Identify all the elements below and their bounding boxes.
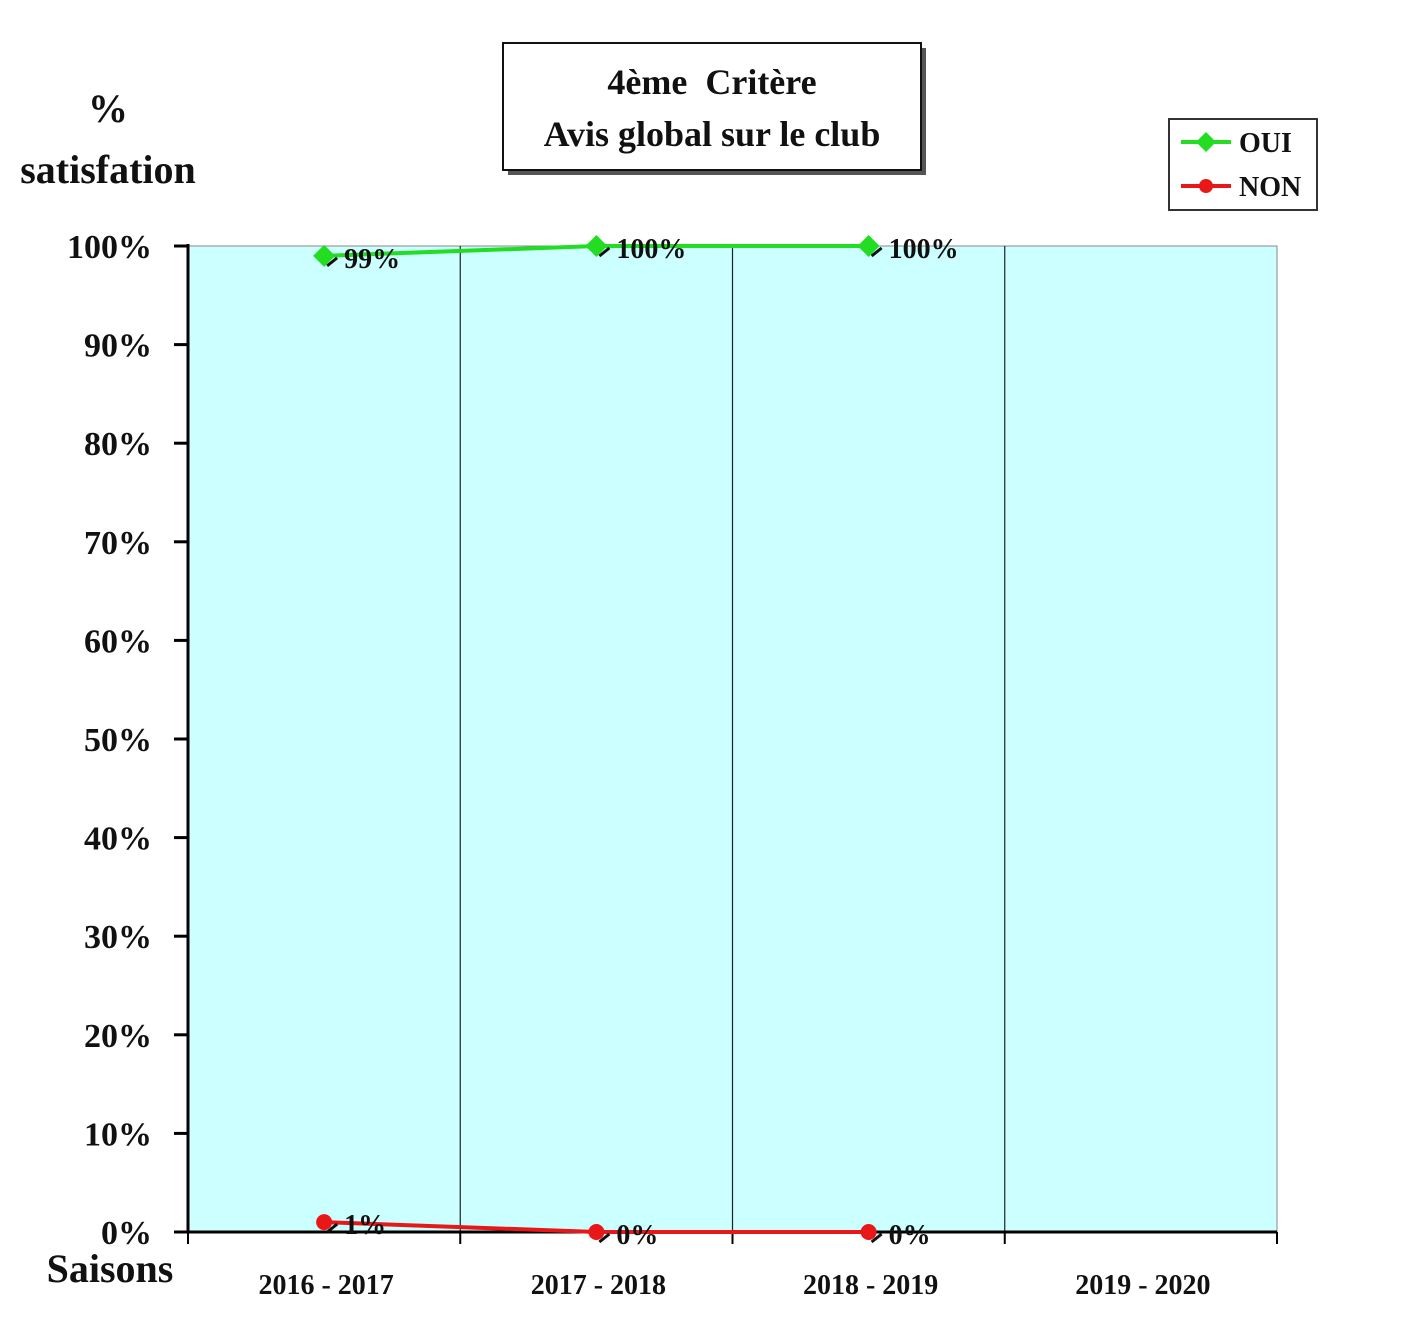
y-tick-label: 90% — [84, 328, 152, 365]
data-label-leader — [326, 256, 339, 268]
data-label-leader — [326, 1222, 339, 1234]
chart-title-line-1: 4ème Critère — [607, 62, 816, 102]
data-label-leader — [598, 1232, 611, 1244]
x-axis-ticks: 2016 - 2017 2017 - 2018 2018 - 2019 2019 - … — [187, 1232, 1278, 1301]
y-tick-label: 30% — [84, 919, 152, 956]
data-label: 1% — [344, 1210, 386, 1241]
legend: OUI NON — [1168, 118, 1318, 211]
data-point-marker — [857, 235, 880, 257]
chart-title-line-2: Avis global sur le club — [544, 114, 881, 154]
y-tick-label: 0% — [101, 1215, 152, 1252]
y-tick-label: 70% — [84, 525, 152, 562]
data-label-leader — [870, 1232, 883, 1244]
data-label-leader — [870, 246, 883, 258]
series-non: 1% 0% 0% — [316, 1210, 931, 1251]
category-separators — [459, 246, 1006, 1232]
data-point-marker — [585, 235, 608, 257]
y-tick-label: 10% — [84, 1116, 152, 1153]
x-category-label: 2016 - 2017 — [258, 1270, 393, 1301]
series-oui: 99% 100% 100% — [313, 234, 959, 275]
y-tick-label: 20% — [84, 1018, 152, 1055]
data-label: 0% — [616, 1220, 658, 1251]
legend-marker — [1199, 179, 1213, 193]
chart-title-box: 4ème Critère Avis global sur le club — [502, 42, 926, 175]
data-point-marker — [313, 244, 336, 267]
data-label: 0% — [889, 1220, 931, 1251]
legend-label: OUI — [1239, 128, 1292, 159]
legend-label: NON — [1239, 172, 1301, 203]
y-tick-label: 100% — [67, 229, 152, 266]
data-point-marker — [860, 1224, 877, 1240]
y-axis-title-line-1: % — [88, 86, 128, 131]
y-tick-label: 80% — [84, 426, 152, 463]
y-axis-ticks: 0% 10% 20% 30% 40% 50% 60% 70% 80% 90% 100% — [67, 229, 188, 1252]
data-point-marker — [316, 1214, 333, 1231]
data-label: 99% — [344, 244, 400, 275]
y-tick-label: 50% — [84, 722, 152, 759]
data-label: 100% — [889, 234, 959, 265]
x-axis-title: Saisons — [47, 1246, 174, 1291]
y-tick-label: 40% — [84, 821, 152, 858]
legend-marker — [1196, 132, 1216, 152]
series: 99% 100% 100% 1% 0% 0% — [313, 234, 959, 1251]
y-tick-label: 60% — [84, 623, 152, 660]
y-axis-title-line-2: satisfation — [20, 147, 196, 192]
x-category-label: 2017 - 2018 — [531, 1270, 666, 1301]
x-category-label: 2019 - 2020 — [1075, 1270, 1210, 1301]
x-category-label: 2018 - 2019 — [803, 1270, 938, 1301]
data-point-marker — [588, 1224, 605, 1240]
data-label-leader — [598, 246, 611, 258]
data-label: 100% — [616, 234, 686, 265]
